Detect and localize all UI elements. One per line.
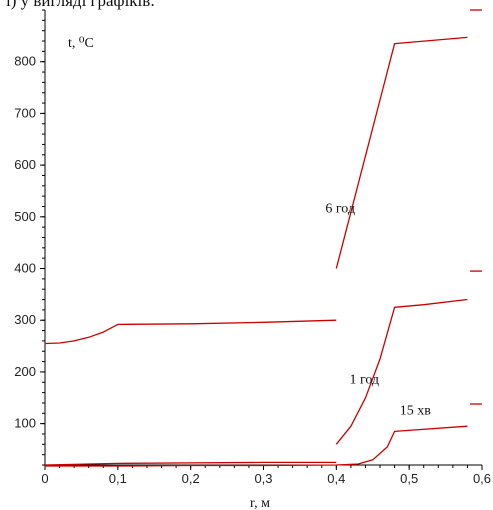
page-top-text: і) у вигляді графіків: xyxy=(6,0,155,10)
series-annotation: 1 год xyxy=(349,372,379,387)
series-line-1-год xyxy=(44,461,337,466)
x-tick-label: 0 xyxy=(41,471,48,486)
x-tick-label: 0,5 xyxy=(400,471,418,486)
y-tick-label: 800 xyxy=(14,54,36,69)
x-axis-label: r, м xyxy=(250,496,270,510)
y-tick-label: 200 xyxy=(14,364,36,379)
y-tick-label: 400 xyxy=(14,261,36,276)
x-tick-label: 0,2 xyxy=(182,471,200,486)
x-tick-label: 0,3 xyxy=(254,471,272,486)
y-tick-label: 500 xyxy=(14,209,36,224)
x-tick-label: 0,4 xyxy=(327,471,345,486)
series-line-1-год xyxy=(335,298,468,445)
y-tick-label: 700 xyxy=(14,105,36,120)
series-annotation: 6 год xyxy=(325,202,355,217)
series-annotations: 6 год 1 год 15 хв xyxy=(325,202,431,419)
ticks: 0 0,1 0,2 0,3 0,4 0,5 0,6 100 200 300 400 500 600 700… xyxy=(14,9,491,486)
right-edge-marks xyxy=(470,9,482,405)
x-tick-label: 0,6 xyxy=(473,471,491,486)
series-annotation: 15 хв xyxy=(400,403,432,418)
series-line-15-хв xyxy=(45,425,468,467)
y-tick-label: 100 xyxy=(14,416,36,431)
y-tick-label: 300 xyxy=(14,312,36,327)
series-line-6-год xyxy=(44,319,337,345)
x-tick-label: 0,1 xyxy=(109,471,127,486)
y-tick-label: 600 xyxy=(14,157,36,172)
y-axis-label: t, ⁰C xyxy=(68,36,94,51)
series-lines xyxy=(44,36,468,467)
series-line-6-год xyxy=(335,36,468,269)
axes xyxy=(44,10,482,466)
